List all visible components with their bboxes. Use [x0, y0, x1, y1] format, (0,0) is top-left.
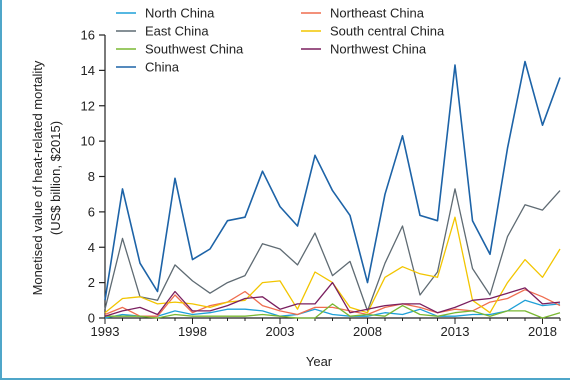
x-tick-label: 1998: [178, 324, 207, 339]
y-tick-label: 10: [81, 134, 95, 149]
legend-label: North China: [145, 6, 215, 21]
legend: North China Northeast China East China Sout…: [116, 6, 445, 75]
y-tick-label: 4: [88, 240, 95, 255]
x-tick-label: 2018: [528, 324, 557, 339]
legend-label: South central China: [330, 24, 445, 39]
y-tick-label: 2: [88, 275, 95, 290]
axes: 0 2 4 6 8 10 12 14 16 1993 1998 2003 2008 2013 2018: [81, 28, 561, 339]
y-axis-title-line2: (US$ billion, $2015): [48, 121, 63, 235]
series-line-southwest-china: [105, 303, 561, 319]
x-tick-label: 1993: [91, 324, 120, 339]
legend-label: Northeast China: [330, 6, 425, 21]
y-tick-label: 12: [81, 98, 95, 113]
y-tick-label: 6: [88, 204, 95, 219]
series-line-east-china: [104, 188, 561, 312]
legend-label: East China: [145, 24, 209, 39]
y-tick-label: 8: [88, 169, 95, 184]
legend-label: Southwest China: [145, 42, 244, 57]
x-tick-label: 2003: [266, 324, 295, 339]
y-axis-title-line1: Monetised value of heat-related mortalit…: [30, 60, 45, 295]
legend-label: Northwest China: [330, 42, 427, 57]
series-line-china: [104, 60, 561, 301]
y-tick-label: 14: [81, 63, 95, 78]
x-tick-label: 2008: [353, 324, 382, 339]
series-line-northwest-china: [104, 281, 561, 317]
series-lines: [104, 60, 561, 319]
x-tick-label: 2013: [441, 324, 470, 339]
series-line-northeast-china: [104, 289, 561, 317]
x-axis-title: Year: [306, 354, 333, 369]
y-tick-label: 0: [88, 311, 95, 326]
legend-label: China: [145, 60, 180, 75]
y-tick-label: 16: [81, 28, 95, 43]
